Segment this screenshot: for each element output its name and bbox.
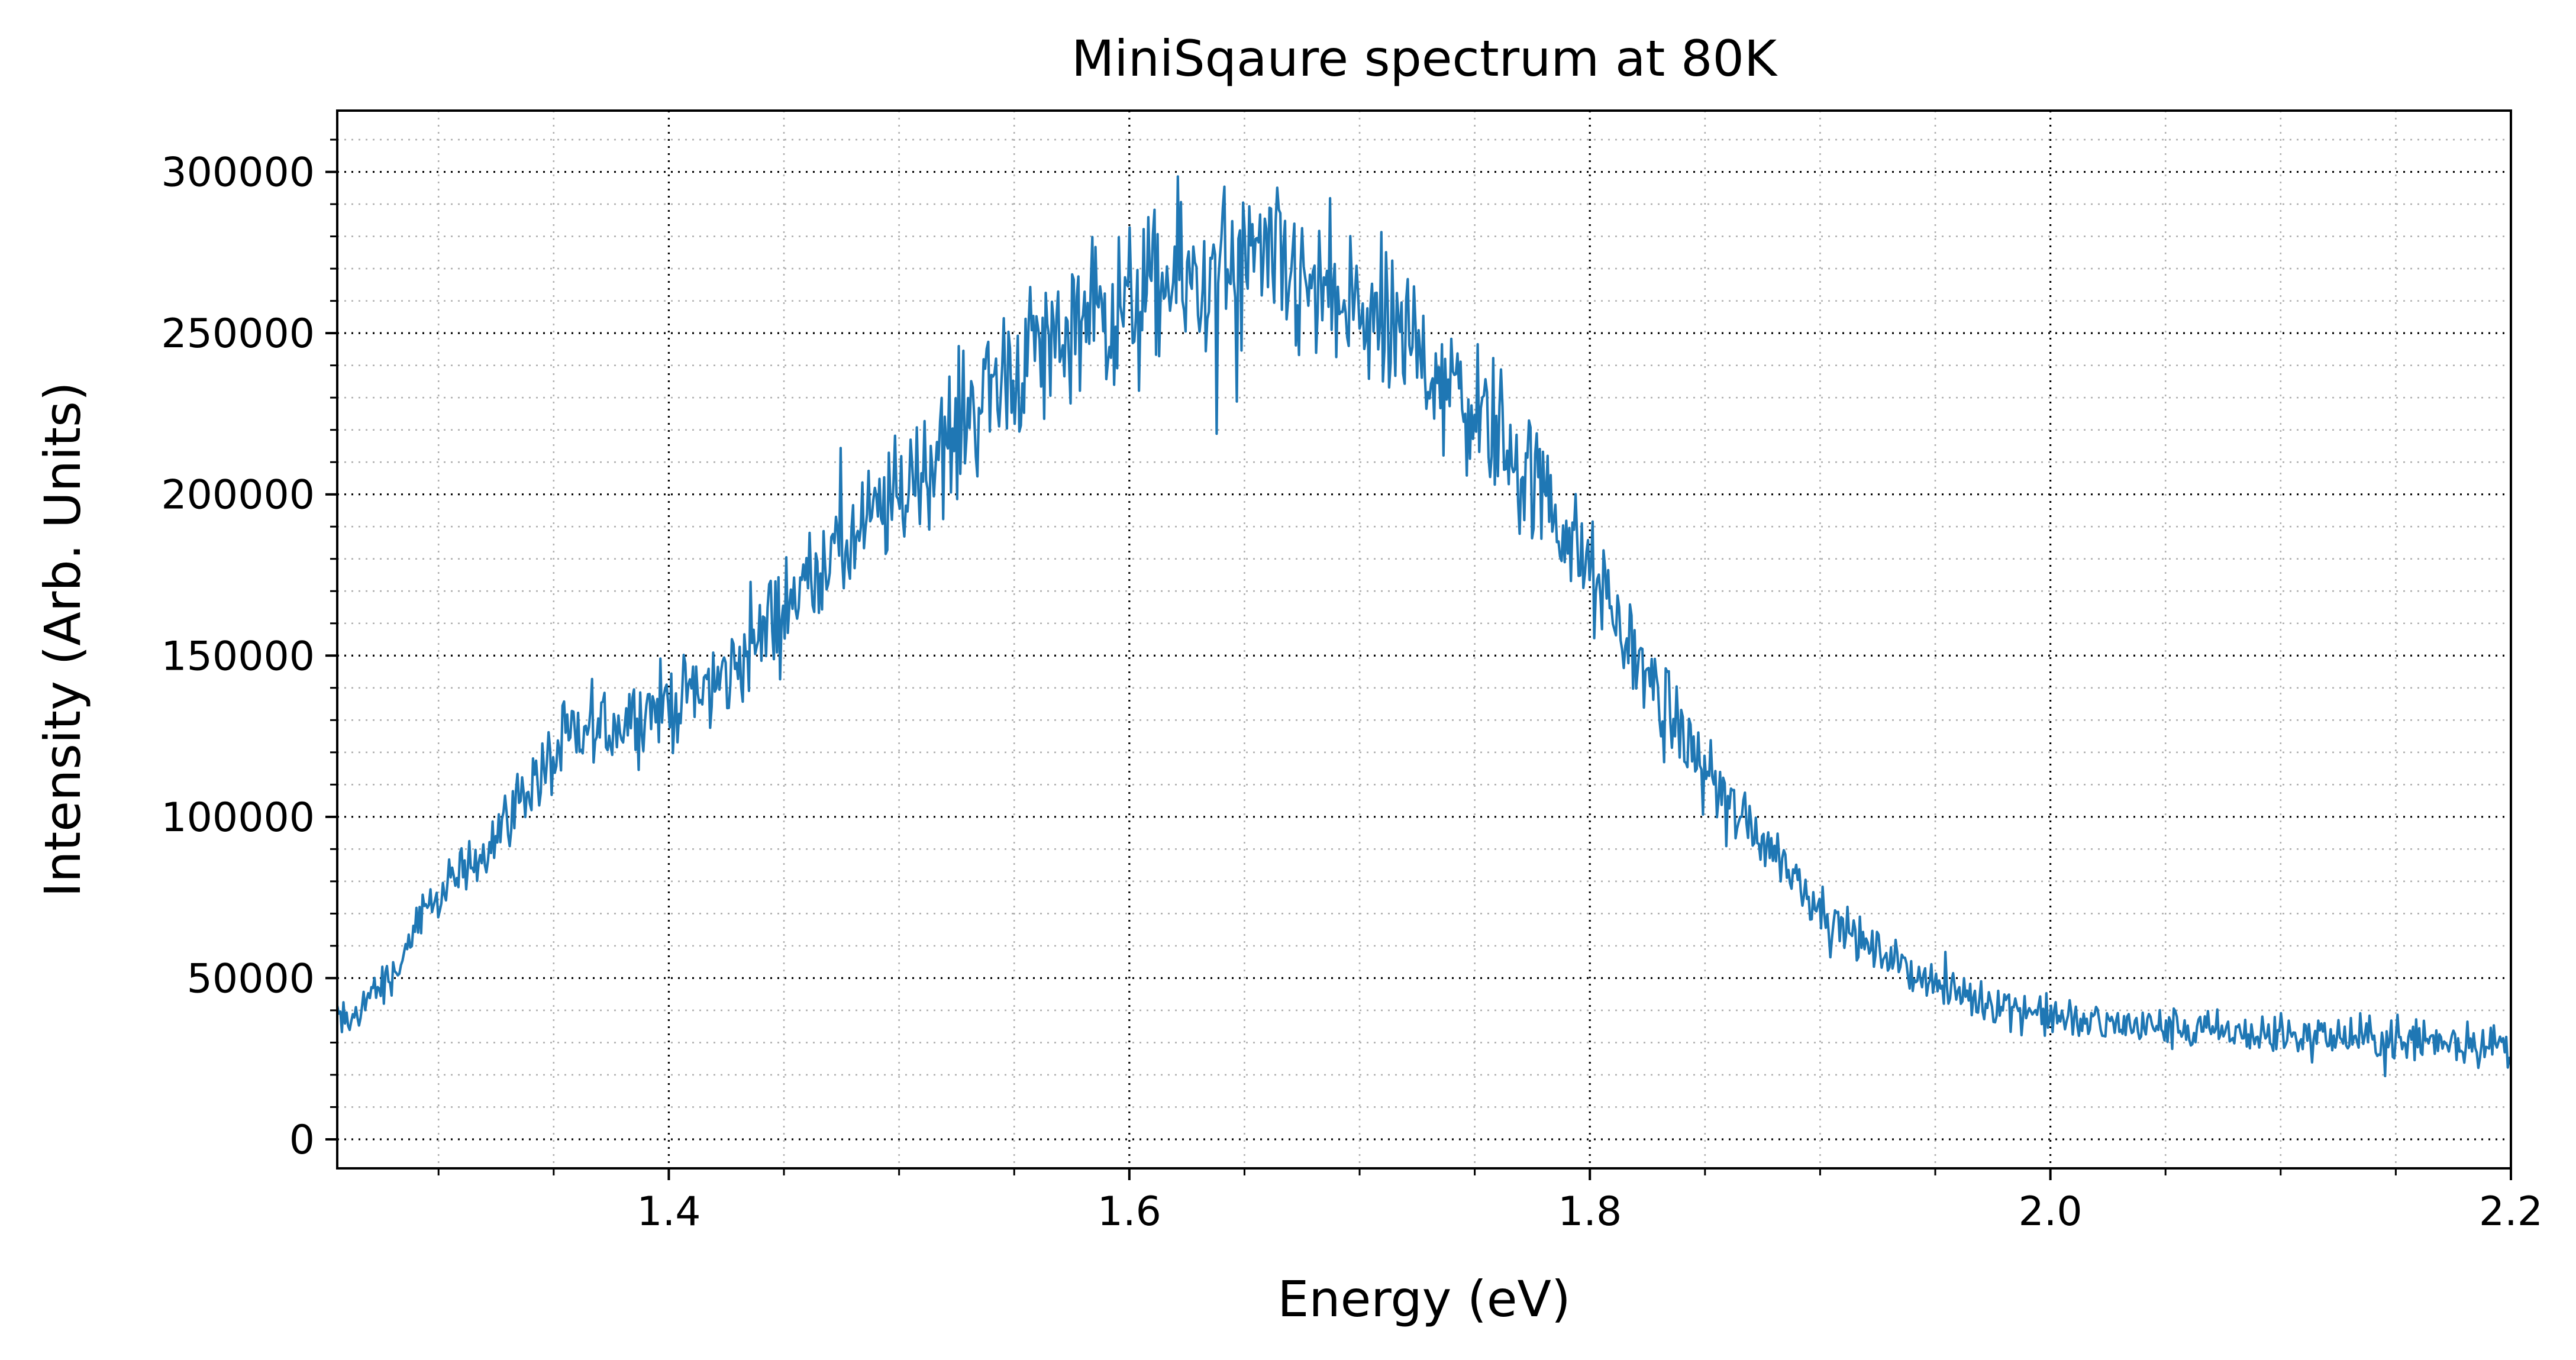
y-tick-label: 200000 <box>161 472 315 519</box>
spectrum-line <box>337 175 2511 1078</box>
x-tick-label: 1.4 <box>637 1188 701 1235</box>
y-tick-label: 50000 <box>187 955 315 1002</box>
axis-tick-labels: 1.4 1.6 1.8 2.0 2.2 0 50000 100000 150000 200000 2… <box>161 150 2543 1235</box>
y-tick-label: 150000 <box>161 633 315 680</box>
y-tick-label: 250000 <box>161 311 315 357</box>
y-axis-label: Intensity (Arb. Units) <box>34 382 92 897</box>
x-tick-label: 1.8 <box>1558 1188 1622 1235</box>
y-tick-label: 300000 <box>161 150 315 196</box>
chart-title: MiniSqaure spectrum at 80K <box>1071 30 1778 88</box>
x-tick-label: 2.0 <box>2019 1188 2083 1235</box>
y-tick-label: 0 <box>289 1117 315 1164</box>
y-tick-label: 100000 <box>161 794 315 841</box>
plot-area <box>337 111 2511 1168</box>
axis-ticks <box>325 138 2512 1180</box>
x-tick-label: 2.2 <box>2479 1188 2543 1235</box>
minor-grid <box>337 111 2511 1168</box>
x-tick-label: 1.6 <box>1097 1188 1161 1235</box>
x-axis-label: Energy (eV) <box>1277 1270 1570 1328</box>
plot-frame <box>336 109 2512 1170</box>
